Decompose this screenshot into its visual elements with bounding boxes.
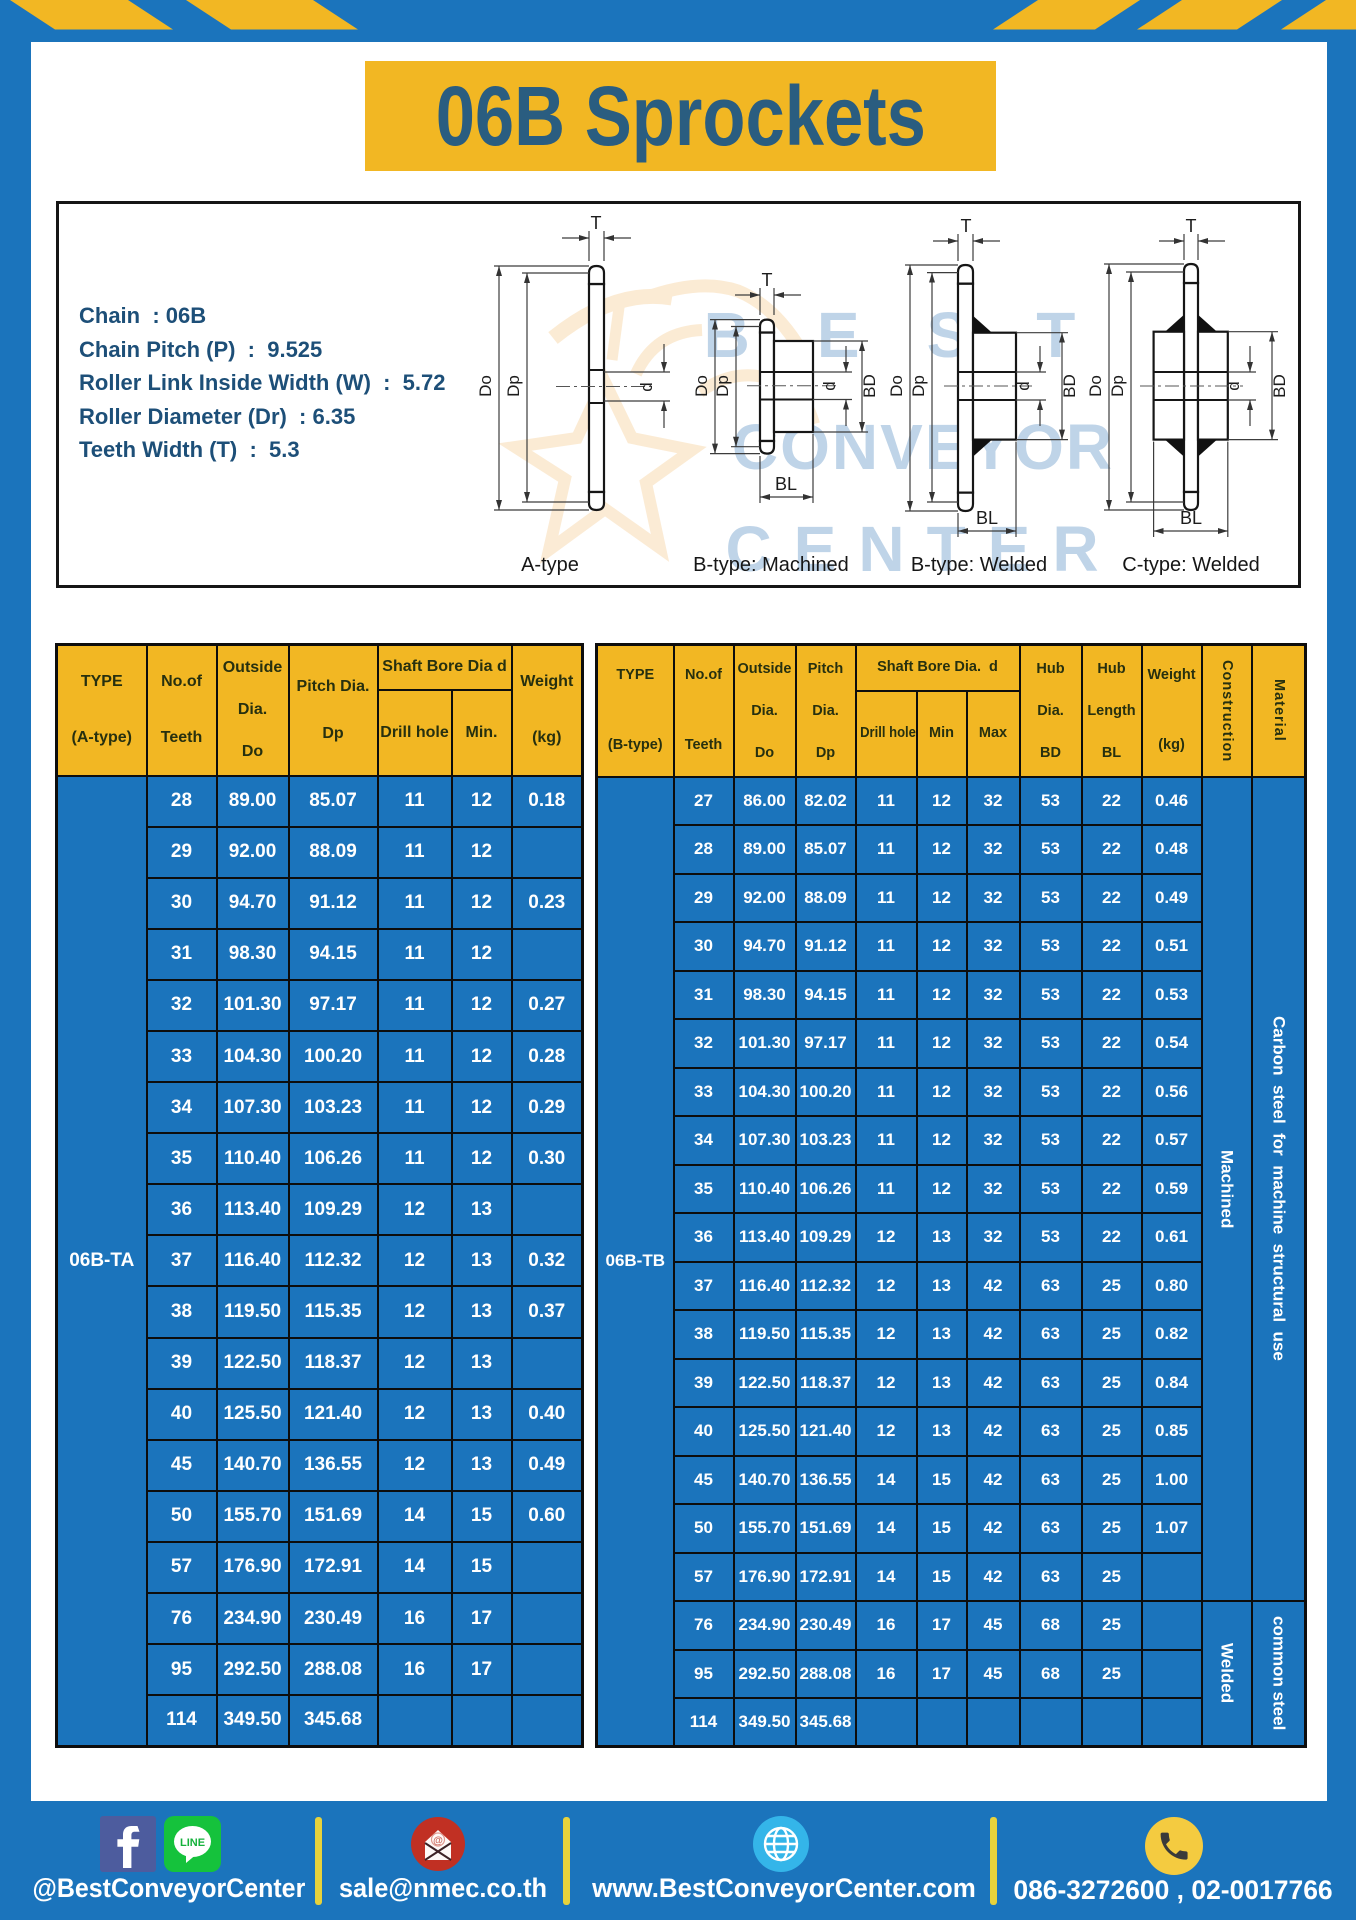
svg-text:B-type: Welded: B-type: Welded (911, 554, 1047, 576)
svg-text:Dp: Dp (909, 375, 928, 397)
svg-text:BD: BD (860, 374, 879, 398)
svg-text:C-type: Welded: C-type: Welded (1122, 554, 1259, 576)
svg-text:BD: BD (1270, 374, 1289, 398)
svg-text:d: d (820, 381, 839, 390)
svg-text:@: @ (433, 1836, 443, 1847)
svg-text:LINE: LINE (180, 1837, 205, 1849)
svg-text:T: T (961, 216, 972, 236)
svg-text:d: d (637, 382, 656, 391)
svg-text:d: d (1224, 381, 1243, 390)
svg-text:T: T (762, 270, 773, 290)
svg-text:Do: Do (887, 375, 906, 397)
svg-text:BL: BL (1180, 508, 1202, 528)
svg-text:Dp: Dp (504, 375, 523, 397)
svg-text:A-type: A-type (521, 554, 579, 576)
svg-text:Dp: Dp (713, 375, 732, 397)
svg-text:B-type: Machined: B-type: Machined (693, 554, 849, 576)
svg-text:T: T (1186, 216, 1197, 236)
svg-text:BD: BD (1060, 374, 1079, 398)
svg-text:Do: Do (476, 375, 495, 397)
svg-text:Do: Do (692, 375, 711, 397)
svg-text:T: T (591, 213, 602, 233)
svg-text:Dp: Dp (1108, 375, 1127, 397)
svg-text:BL: BL (976, 508, 998, 528)
svg-text:CENTER: CENTER (725, 513, 1120, 585)
svg-text:BL: BL (775, 474, 797, 494)
svg-text:d: d (1014, 381, 1033, 390)
svg-text:Do: Do (1086, 375, 1105, 397)
